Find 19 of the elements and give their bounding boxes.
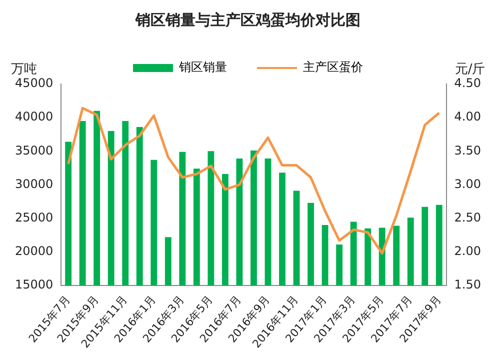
y2-axis-title: 元/斤 bbox=[454, 62, 486, 77]
legend-label: 销区销量 bbox=[178, 60, 227, 74]
y-tick-label: 30000 bbox=[14, 176, 54, 191]
y-tick-label: 15000 bbox=[14, 278, 54, 292]
y-tick-label: 35000 bbox=[14, 143, 54, 158]
y2-tick-label: 4.50 bbox=[454, 76, 481, 90]
y2-tick-label: 3.00 bbox=[454, 176, 481, 191]
y2-tick-label: 2.00 bbox=[454, 244, 481, 258]
y2-tick-label: 4.00 bbox=[454, 110, 481, 124]
y-tick-label: 20000 bbox=[14, 244, 54, 258]
y-tick-label: 45000 bbox=[14, 76, 54, 90]
y2-tick-label: 2.50 bbox=[454, 210, 481, 224]
y-tick-label: 40000 bbox=[14, 110, 54, 124]
y-axis-title: 万吨 bbox=[11, 62, 37, 77]
y2-tick-label: 3.50 bbox=[454, 143, 481, 158]
chart-title: 销区销量与主产区鸡蛋均价对比图 bbox=[134, 10, 360, 29]
y2-tick-label: 1.50 bbox=[454, 278, 481, 292]
legend-label: 主产区蛋价 bbox=[303, 60, 363, 74]
y-tick-label: 25000 bbox=[14, 210, 54, 224]
